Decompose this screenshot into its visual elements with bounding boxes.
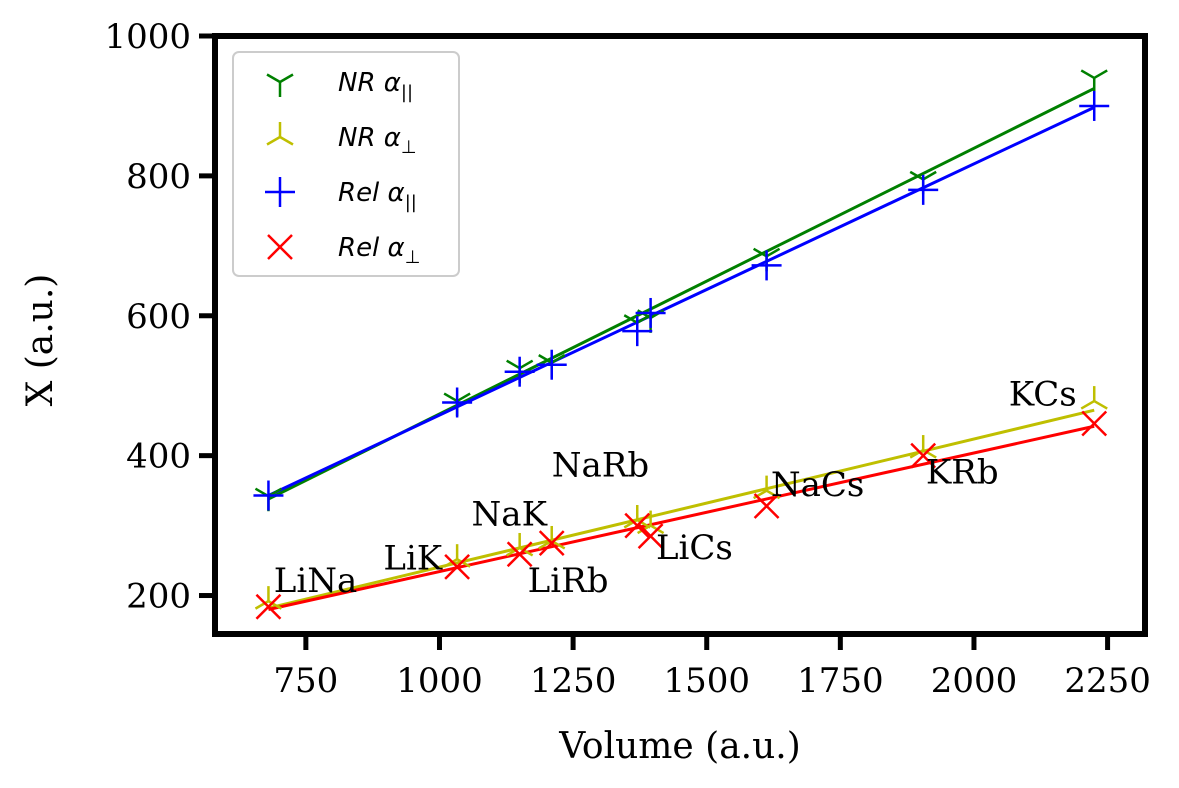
data-point-series-3 xyxy=(622,316,653,347)
data-point-series-3 xyxy=(504,356,535,387)
data-point-series-2 xyxy=(506,532,534,557)
data-point-series-4 xyxy=(538,530,565,556)
markers xyxy=(253,69,1110,620)
point-label: LiCs xyxy=(656,528,733,568)
point-label: KRb xyxy=(926,453,999,493)
point-label: NaRb xyxy=(552,446,649,486)
legend-marker-series-2 xyxy=(266,122,294,146)
point-label: LiRb xyxy=(528,561,609,601)
x-tick-label: 1500 xyxy=(663,661,750,701)
point-label: LiK xyxy=(383,539,442,579)
x-tick-label: 1750 xyxy=(797,661,884,701)
plot-frame xyxy=(212,33,1148,637)
axis-ticks: 750 1000 1250 1500 1750 2000 2250 200 400 600 800 1… xyxy=(104,17,1150,701)
data-point-series-1 xyxy=(1080,69,1108,93)
data-point-series-4 xyxy=(753,493,780,519)
data-point-series-4 xyxy=(624,512,651,539)
x-tick-label: 1250 xyxy=(530,661,617,701)
x-tick-label: 1000 xyxy=(396,661,483,701)
data-point-series-4 xyxy=(910,442,937,469)
fit-line-series-4 xyxy=(268,424,1095,611)
fit-line-series-3 xyxy=(267,105,1095,497)
data-point-series-2 xyxy=(254,586,283,610)
x-tick-label: 750 xyxy=(273,661,338,701)
legend-marker-series-1 xyxy=(266,73,294,97)
data-point-series-3 xyxy=(536,349,567,380)
data-point-series-2 xyxy=(909,435,937,459)
data-point-series-3 xyxy=(635,297,666,328)
y-axis-title: X (a.u.) xyxy=(20,274,61,407)
data-point-series-3 xyxy=(908,174,939,205)
x-tick-label: 2000 xyxy=(931,661,1018,701)
fit-line-series-2 xyxy=(268,408,1095,610)
data-point-series-3 xyxy=(442,387,473,418)
y-tick-label: 600 xyxy=(126,297,191,337)
x-axis-title: Volume (a.u.) xyxy=(558,726,801,767)
y-tick-label: 1000 xyxy=(104,17,191,57)
data-point-series-4 xyxy=(637,523,664,549)
point-label: KCs xyxy=(1009,374,1077,414)
y-tick-label: 800 xyxy=(126,157,191,197)
data-point-series-2 xyxy=(1080,386,1108,410)
legend-marker-series-3 xyxy=(265,177,295,207)
legend-label: NR α|| xyxy=(338,68,413,103)
data-point-series-2 xyxy=(443,544,471,568)
data-point-series-4 xyxy=(506,541,533,568)
data-point-series-3 xyxy=(751,250,782,281)
data-point-series-4 xyxy=(1081,410,1108,437)
data-point-series-3 xyxy=(1079,90,1110,121)
point-label: NaK xyxy=(472,495,548,535)
legend-box xyxy=(232,51,460,277)
data-point-series-4 xyxy=(255,593,282,620)
fit-lines xyxy=(267,87,1095,611)
point-label: NaCs xyxy=(771,465,864,505)
point-label: LiNa xyxy=(274,561,357,601)
data-point-series-4 xyxy=(444,553,471,580)
data-point-series-3 xyxy=(253,480,284,511)
y-tick-label: 400 xyxy=(126,437,191,477)
x-tick-label: 2250 xyxy=(1064,661,1151,701)
legend-label: Rel α|| xyxy=(338,178,417,213)
legend: NR α||NR α⊥Rel α||Rel α⊥ xyxy=(232,51,460,277)
legend-marker-series-4 xyxy=(267,234,293,260)
y-tick-label: 200 xyxy=(126,577,191,617)
